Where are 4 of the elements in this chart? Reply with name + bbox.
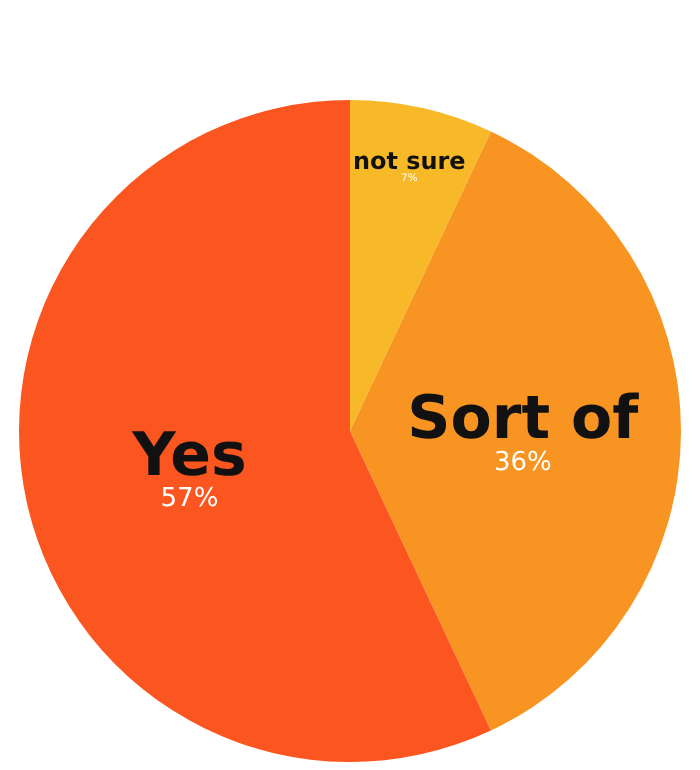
pie-slice: [350, 131, 681, 731]
data-label: 36%: [493, 447, 552, 478]
data-label: 57%: [160, 483, 219, 514]
slice-label: not sure: [353, 146, 466, 175]
